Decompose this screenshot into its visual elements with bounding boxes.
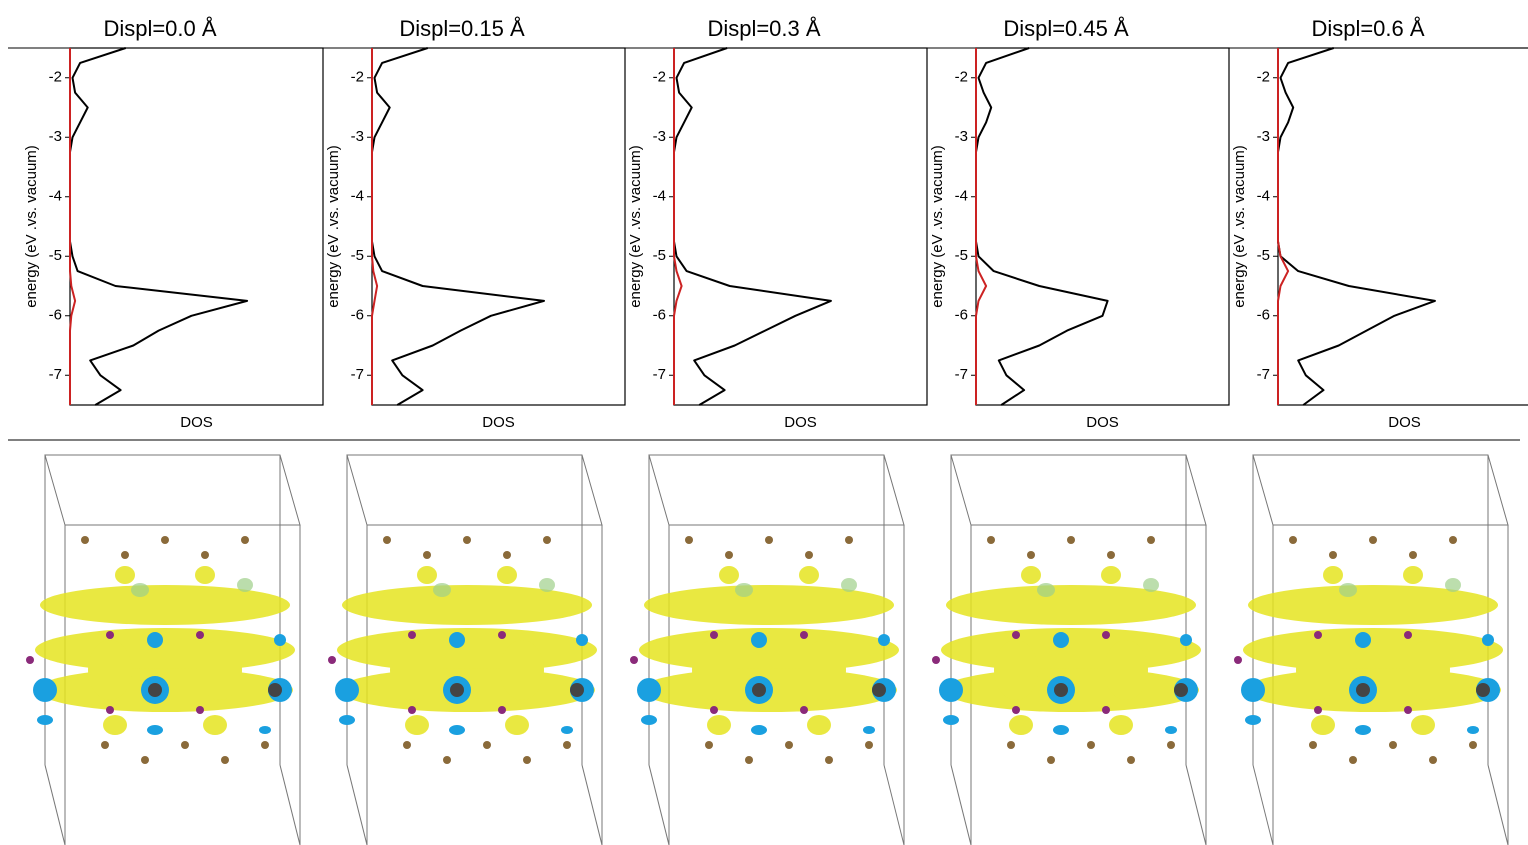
x-axis-label: DOS xyxy=(1388,414,1421,431)
y-tick-label: -5 xyxy=(955,247,968,264)
dos-curve xyxy=(673,48,683,405)
dos-curve xyxy=(1277,48,1290,405)
y-tick-label: -7 xyxy=(955,366,968,383)
y-tick-label: -5 xyxy=(49,247,62,264)
y-tick-label: -2 xyxy=(49,69,62,86)
y-tick-label: -2 xyxy=(1257,69,1270,86)
dos-curve xyxy=(69,48,77,405)
y-tick-label: -3 xyxy=(351,128,364,145)
y-tick-label: -7 xyxy=(49,366,62,383)
y-tick-label: -4 xyxy=(955,188,968,205)
y-tick-label: -5 xyxy=(1257,247,1270,264)
dos-curve xyxy=(673,47,832,406)
y-axis-label: energy (eV .vs. vacuum) xyxy=(325,145,342,308)
x-axis-label: DOS xyxy=(482,414,515,431)
chart-title: Displ=0.0 Å xyxy=(103,16,216,41)
y-tick-label: -3 xyxy=(653,128,666,145)
y-tick-label: -6 xyxy=(955,307,968,324)
y-tick-label: -4 xyxy=(351,188,364,205)
plot-frame xyxy=(69,47,324,406)
plot-frame xyxy=(975,47,1230,406)
isosurface-render xyxy=(629,454,905,845)
y-tick-label: -6 xyxy=(49,307,62,324)
dos-curve xyxy=(371,47,545,406)
y-tick-label: -2 xyxy=(351,69,364,86)
y-tick-label: -3 xyxy=(49,128,62,145)
y-axis-label: energy (eV .vs. vacuum) xyxy=(929,145,946,308)
y-tick-label: -6 xyxy=(653,307,666,324)
y-tick-label: -3 xyxy=(955,128,968,145)
dos-curve xyxy=(69,47,249,406)
y-axis-label: energy (eV .vs. vacuum) xyxy=(1231,145,1248,308)
dos-curve xyxy=(975,48,988,405)
y-tick-label: -7 xyxy=(653,366,666,383)
plot-frame xyxy=(673,47,928,406)
y-tick-label: -6 xyxy=(1257,307,1270,324)
chart-title: Displ=0.45 Å xyxy=(1003,16,1129,41)
dos-curve xyxy=(371,48,379,405)
plot-frame xyxy=(1277,47,1528,406)
y-axis-label: energy (eV .vs. vacuum) xyxy=(23,145,40,308)
isosurface-render xyxy=(1233,454,1509,845)
y-tick-label: -4 xyxy=(1257,188,1270,205)
y-tick-label: -7 xyxy=(351,366,364,383)
y-tick-label: -2 xyxy=(955,69,968,86)
y-tick-label: -3 xyxy=(1257,128,1270,145)
y-tick-label: -5 xyxy=(653,247,666,264)
dos-curve xyxy=(1277,47,1436,406)
chart-title: Displ=0.3 Å xyxy=(707,16,820,41)
y-tick-label: -5 xyxy=(351,247,364,264)
y-axis-label: energy (eV .vs. vacuum) xyxy=(627,145,644,308)
plot-frame xyxy=(371,47,626,406)
chart-title: Displ=0.6 Å xyxy=(1311,16,1424,41)
y-tick-label: -6 xyxy=(351,307,364,324)
isosurface-render xyxy=(931,454,1207,845)
y-tick-label: -7 xyxy=(1257,366,1270,383)
y-tick-label: -4 xyxy=(653,188,666,205)
x-axis-label: DOS xyxy=(784,414,817,431)
chart-title: Displ=0.15 Å xyxy=(399,16,525,41)
x-axis-label: DOS xyxy=(180,414,213,431)
x-axis-label: DOS xyxy=(1086,414,1119,431)
y-tick-label: -4 xyxy=(49,188,62,205)
dos-curve xyxy=(975,47,1109,406)
isosurface-render xyxy=(327,454,603,845)
y-tick-label: -2 xyxy=(653,69,666,86)
isosurface-render xyxy=(25,454,301,845)
